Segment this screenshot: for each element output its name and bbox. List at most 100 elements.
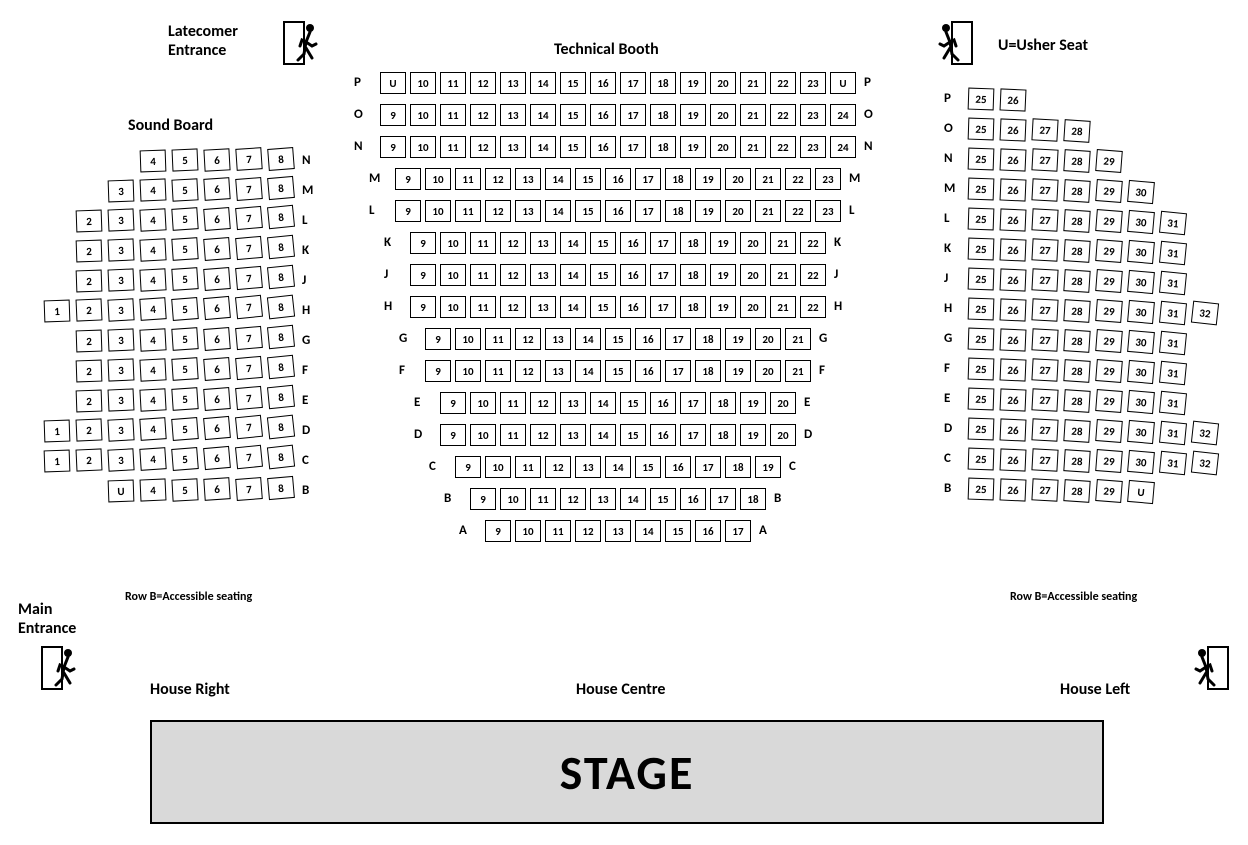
seat-right-L-6[interactable]: 6	[203, 207, 231, 231]
seat-left-K-29[interactable]: 29	[1095, 239, 1123, 263]
seat-right-B-7[interactable]: 7	[235, 477, 263, 501]
seat-right-L-4[interactable]: 4	[139, 208, 166, 231]
seat-right-L-2[interactable]: 2	[76, 210, 103, 233]
seat-centre-M-16[interactable]: 16	[605, 168, 631, 190]
seat-centre-J-18[interactable]: 18	[680, 264, 706, 286]
seat-centre-F-10[interactable]: 10	[455, 360, 481, 382]
seat-centre-C-15[interactable]: 15	[635, 456, 661, 478]
seat-left-G-29[interactable]: 29	[1095, 329, 1123, 353]
seat-right-F-8[interactable]: 8	[267, 355, 295, 379]
seat-right-N-7[interactable]: 7	[235, 147, 262, 171]
seat-centre-M-12[interactable]: 12	[485, 168, 511, 190]
seat-right-H-4[interactable]: 4	[139, 297, 166, 321]
seat-centre-H-21[interactable]: 21	[770, 296, 796, 318]
seat-centre-N-24[interactable]: 24	[830, 136, 856, 158]
seat-centre-L-21[interactable]: 21	[755, 200, 781, 222]
seat-left-C-26[interactable]: 26	[1000, 448, 1027, 471]
seat-centre-L-14[interactable]: 14	[545, 200, 571, 222]
seat-left-H-27[interactable]: 27	[1031, 298, 1058, 321]
seat-right-L-8[interactable]: 8	[267, 205, 295, 229]
seat-centre-G-12[interactable]: 12	[515, 328, 541, 350]
seat-centre-H-9[interactable]: 9	[410, 296, 436, 318]
seat-right-N-5[interactable]: 5	[172, 149, 199, 172]
seat-left-K-25[interactable]: 25	[968, 238, 995, 261]
seat-left-C-29[interactable]: 29	[1095, 449, 1123, 473]
seat-right-G-5[interactable]: 5	[171, 327, 198, 351]
seat-centre-D-10[interactable]: 10	[470, 424, 496, 446]
seat-right-J-8[interactable]: 8	[267, 265, 295, 289]
seat-centre-N-22[interactable]: 22	[770, 136, 796, 158]
seat-centre-K-19[interactable]: 19	[710, 232, 736, 254]
seat-centre-M-13[interactable]: 13	[515, 168, 541, 190]
seat-centre-B-13[interactable]: 13	[590, 488, 616, 510]
seat-centre-J-22[interactable]: 22	[800, 264, 826, 286]
seat-right-H-1[interactable]: 1	[44, 300, 71, 323]
seat-right-M-5[interactable]: 5	[171, 178, 198, 201]
seat-centre-E-10[interactable]: 10	[470, 392, 496, 414]
seat-centre-B-10[interactable]: 10	[500, 488, 526, 510]
seat-centre-F-11[interactable]: 11	[485, 360, 511, 382]
seat-centre-C-18[interactable]: 18	[725, 456, 751, 478]
seat-centre-G-18[interactable]: 18	[695, 328, 721, 350]
seat-left-J-30[interactable]: 30	[1127, 270, 1155, 294]
seat-left-E-31[interactable]: 31	[1159, 390, 1187, 414]
seat-centre-M-18[interactable]: 18	[665, 168, 691, 190]
seat-centre-E-9[interactable]: 9	[440, 392, 466, 414]
seat-right-C-7[interactable]: 7	[235, 445, 263, 469]
seat-centre-B-18[interactable]: 18	[740, 488, 766, 510]
seat-centre-A-17[interactable]: 17	[725, 520, 751, 542]
seat-centre-D-18[interactable]: 18	[710, 424, 736, 446]
seat-centre-C-19[interactable]: 19	[755, 456, 781, 478]
seat-centre-P-13[interactable]: 13	[500, 72, 526, 94]
seat-right-F-3[interactable]: 3	[108, 359, 135, 382]
seat-centre-L-23[interactable]: 23	[815, 200, 841, 222]
seat-left-F-25[interactable]: 25	[968, 358, 995, 381]
seat-left-E-29[interactable]: 29	[1095, 389, 1123, 413]
seat-left-K-31[interactable]: 31	[1159, 240, 1187, 264]
seat-left-C-32[interactable]: 32	[1191, 451, 1219, 476]
seat-right-M-3[interactable]: 3	[108, 180, 135, 203]
seat-left-C-28[interactable]: 28	[1063, 449, 1090, 473]
seat-centre-H-10[interactable]: 10	[440, 296, 466, 318]
seat-left-J-26[interactable]: 26	[1000, 268, 1027, 291]
seat-left-G-26[interactable]: 26	[1000, 328, 1027, 351]
seat-left-K-30[interactable]: 30	[1127, 240, 1155, 264]
seat-centre-P-19[interactable]: 19	[680, 72, 706, 94]
seat-centre-O-21[interactable]: 21	[740, 104, 766, 126]
seat-left-G-27[interactable]: 27	[1031, 328, 1058, 351]
seat-centre-G-21[interactable]: 21	[785, 328, 811, 350]
seat-centre-F-13[interactable]: 13	[545, 360, 571, 382]
seat-centre-N-17[interactable]: 17	[620, 136, 646, 158]
seat-right-B-U[interactable]: U	[108, 480, 135, 503]
seat-centre-D-15[interactable]: 15	[620, 424, 646, 446]
seat-left-H-30[interactable]: 30	[1127, 300, 1155, 324]
seat-left-N-29[interactable]: 29	[1095, 149, 1123, 173]
seat-centre-C-16[interactable]: 16	[665, 456, 691, 478]
seat-right-G-2[interactable]: 2	[76, 330, 103, 353]
seat-right-H-3[interactable]: 3	[107, 298, 134, 321]
seat-right-C-1[interactable]: 1	[44, 450, 71, 473]
seat-centre-B-11[interactable]: 11	[530, 488, 556, 510]
seat-centre-A-11[interactable]: 11	[545, 520, 571, 542]
seat-left-B-27[interactable]: 27	[1031, 478, 1058, 501]
seat-left-C-30[interactable]: 30	[1127, 450, 1155, 474]
seat-left-D-30[interactable]: 30	[1127, 420, 1155, 444]
seat-right-F-2[interactable]: 2	[76, 360, 103, 383]
seat-right-N-4[interactable]: 4	[140, 150, 167, 173]
seat-centre-E-18[interactable]: 18	[710, 392, 736, 414]
seat-left-C-31[interactable]: 31	[1159, 450, 1187, 474]
seat-left-H-28[interactable]: 28	[1063, 299, 1090, 323]
seat-centre-K-13[interactable]: 13	[530, 232, 556, 254]
seat-left-G-30[interactable]: 30	[1127, 330, 1155, 354]
seat-right-E-2[interactable]: 2	[76, 390, 103, 413]
seat-centre-N-13[interactable]: 13	[500, 136, 526, 158]
seat-centre-H-15[interactable]: 15	[590, 296, 616, 318]
seat-centre-D-14[interactable]: 14	[590, 424, 616, 446]
seat-left-C-25[interactable]: 25	[968, 448, 995, 471]
seat-centre-O-12[interactable]: 12	[470, 104, 496, 126]
seat-right-E-3[interactable]: 3	[108, 389, 135, 412]
seat-centre-H-22[interactable]: 22	[800, 296, 826, 318]
seat-centre-E-20[interactable]: 20	[770, 392, 796, 414]
seat-centre-H-18[interactable]: 18	[680, 296, 706, 318]
seat-right-H-6[interactable]: 6	[203, 296, 231, 320]
